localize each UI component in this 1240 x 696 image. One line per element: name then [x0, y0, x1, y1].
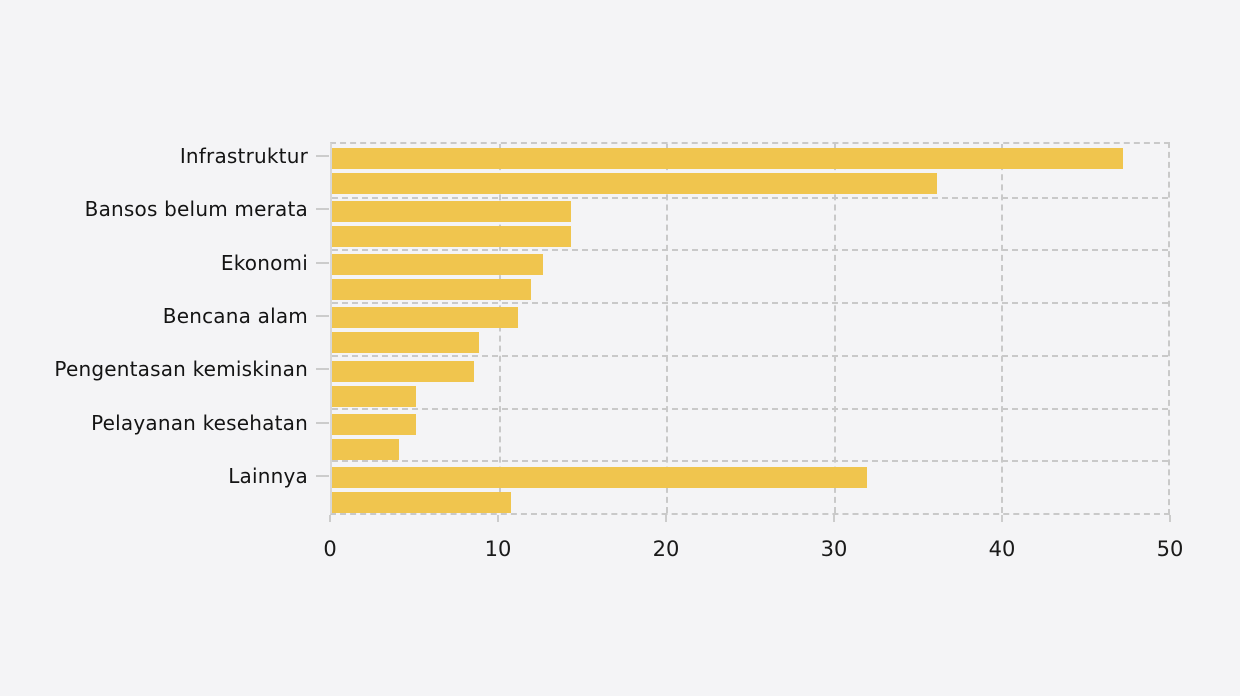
x-axis-tick-label: 0	[323, 537, 337, 561]
bar	[332, 200, 572, 222]
x-axis-tick	[1001, 515, 1003, 522]
gridline-horizontal	[332, 196, 1168, 199]
x-axis-tick	[1169, 515, 1171, 522]
gridline-horizontal	[332, 407, 1168, 410]
category-band	[332, 144, 1168, 197]
gridline-horizontal	[332, 354, 1168, 357]
bar	[332, 467, 868, 489]
y-axis-tick	[316, 261, 329, 264]
x-axis-tick	[497, 515, 499, 522]
y-axis-label: Lainnya	[228, 463, 308, 488]
x-axis-tick-label: 30	[820, 537, 848, 561]
category-band	[332, 197, 1168, 250]
bar	[332, 439, 399, 461]
bar	[332, 279, 531, 301]
y-axis-tick	[316, 474, 329, 477]
x-axis-tick-label: 20	[652, 537, 680, 561]
gridline-vertical	[833, 144, 836, 513]
x-axis-tick	[329, 515, 331, 522]
gridline-horizontal	[332, 249, 1168, 252]
y-axis-label: Bansos belum merata	[84, 197, 308, 222]
y-axis-label: Bencana alam	[162, 303, 308, 328]
gridline-horizontal	[332, 460, 1168, 463]
bar	[332, 332, 480, 354]
bar	[332, 225, 572, 247]
y-axis-tick	[316, 421, 329, 424]
plot-area	[330, 142, 1170, 515]
y-axis-label: Ekonomi	[220, 250, 308, 275]
category-band	[332, 410, 1168, 463]
gridline-vertical	[499, 144, 502, 513]
bar	[332, 385, 416, 407]
bar	[332, 414, 416, 436]
y-axis-tick	[316, 208, 329, 211]
x-axis-tick	[833, 515, 835, 522]
bar	[332, 147, 1123, 169]
y-axis-tick	[316, 155, 329, 158]
bar	[332, 172, 938, 194]
x-axis-tick	[665, 515, 667, 522]
gridline-vertical	[666, 144, 669, 513]
gridline-horizontal	[332, 302, 1168, 305]
x-axis-tick-label: 10	[484, 537, 512, 561]
bar	[332, 307, 518, 329]
bar	[332, 360, 475, 382]
y-axis-label: Infrastruktur	[179, 144, 308, 169]
y-axis-tick	[316, 368, 329, 371]
category-band	[332, 357, 1168, 410]
bar	[332, 492, 511, 514]
x-axis-tick-label: 40	[988, 537, 1016, 561]
y-axis-label: Pelayanan kesehatan	[91, 410, 308, 435]
category-band	[332, 304, 1168, 357]
category-band	[332, 464, 1168, 517]
x-axis-tick-label: 50	[1156, 537, 1184, 561]
y-axis-tick	[316, 314, 329, 317]
category-band	[332, 251, 1168, 304]
y-axis-label: Pengentasan kemiskinan	[54, 357, 308, 382]
bar	[332, 254, 543, 276]
gridline-vertical	[1000, 144, 1003, 513]
